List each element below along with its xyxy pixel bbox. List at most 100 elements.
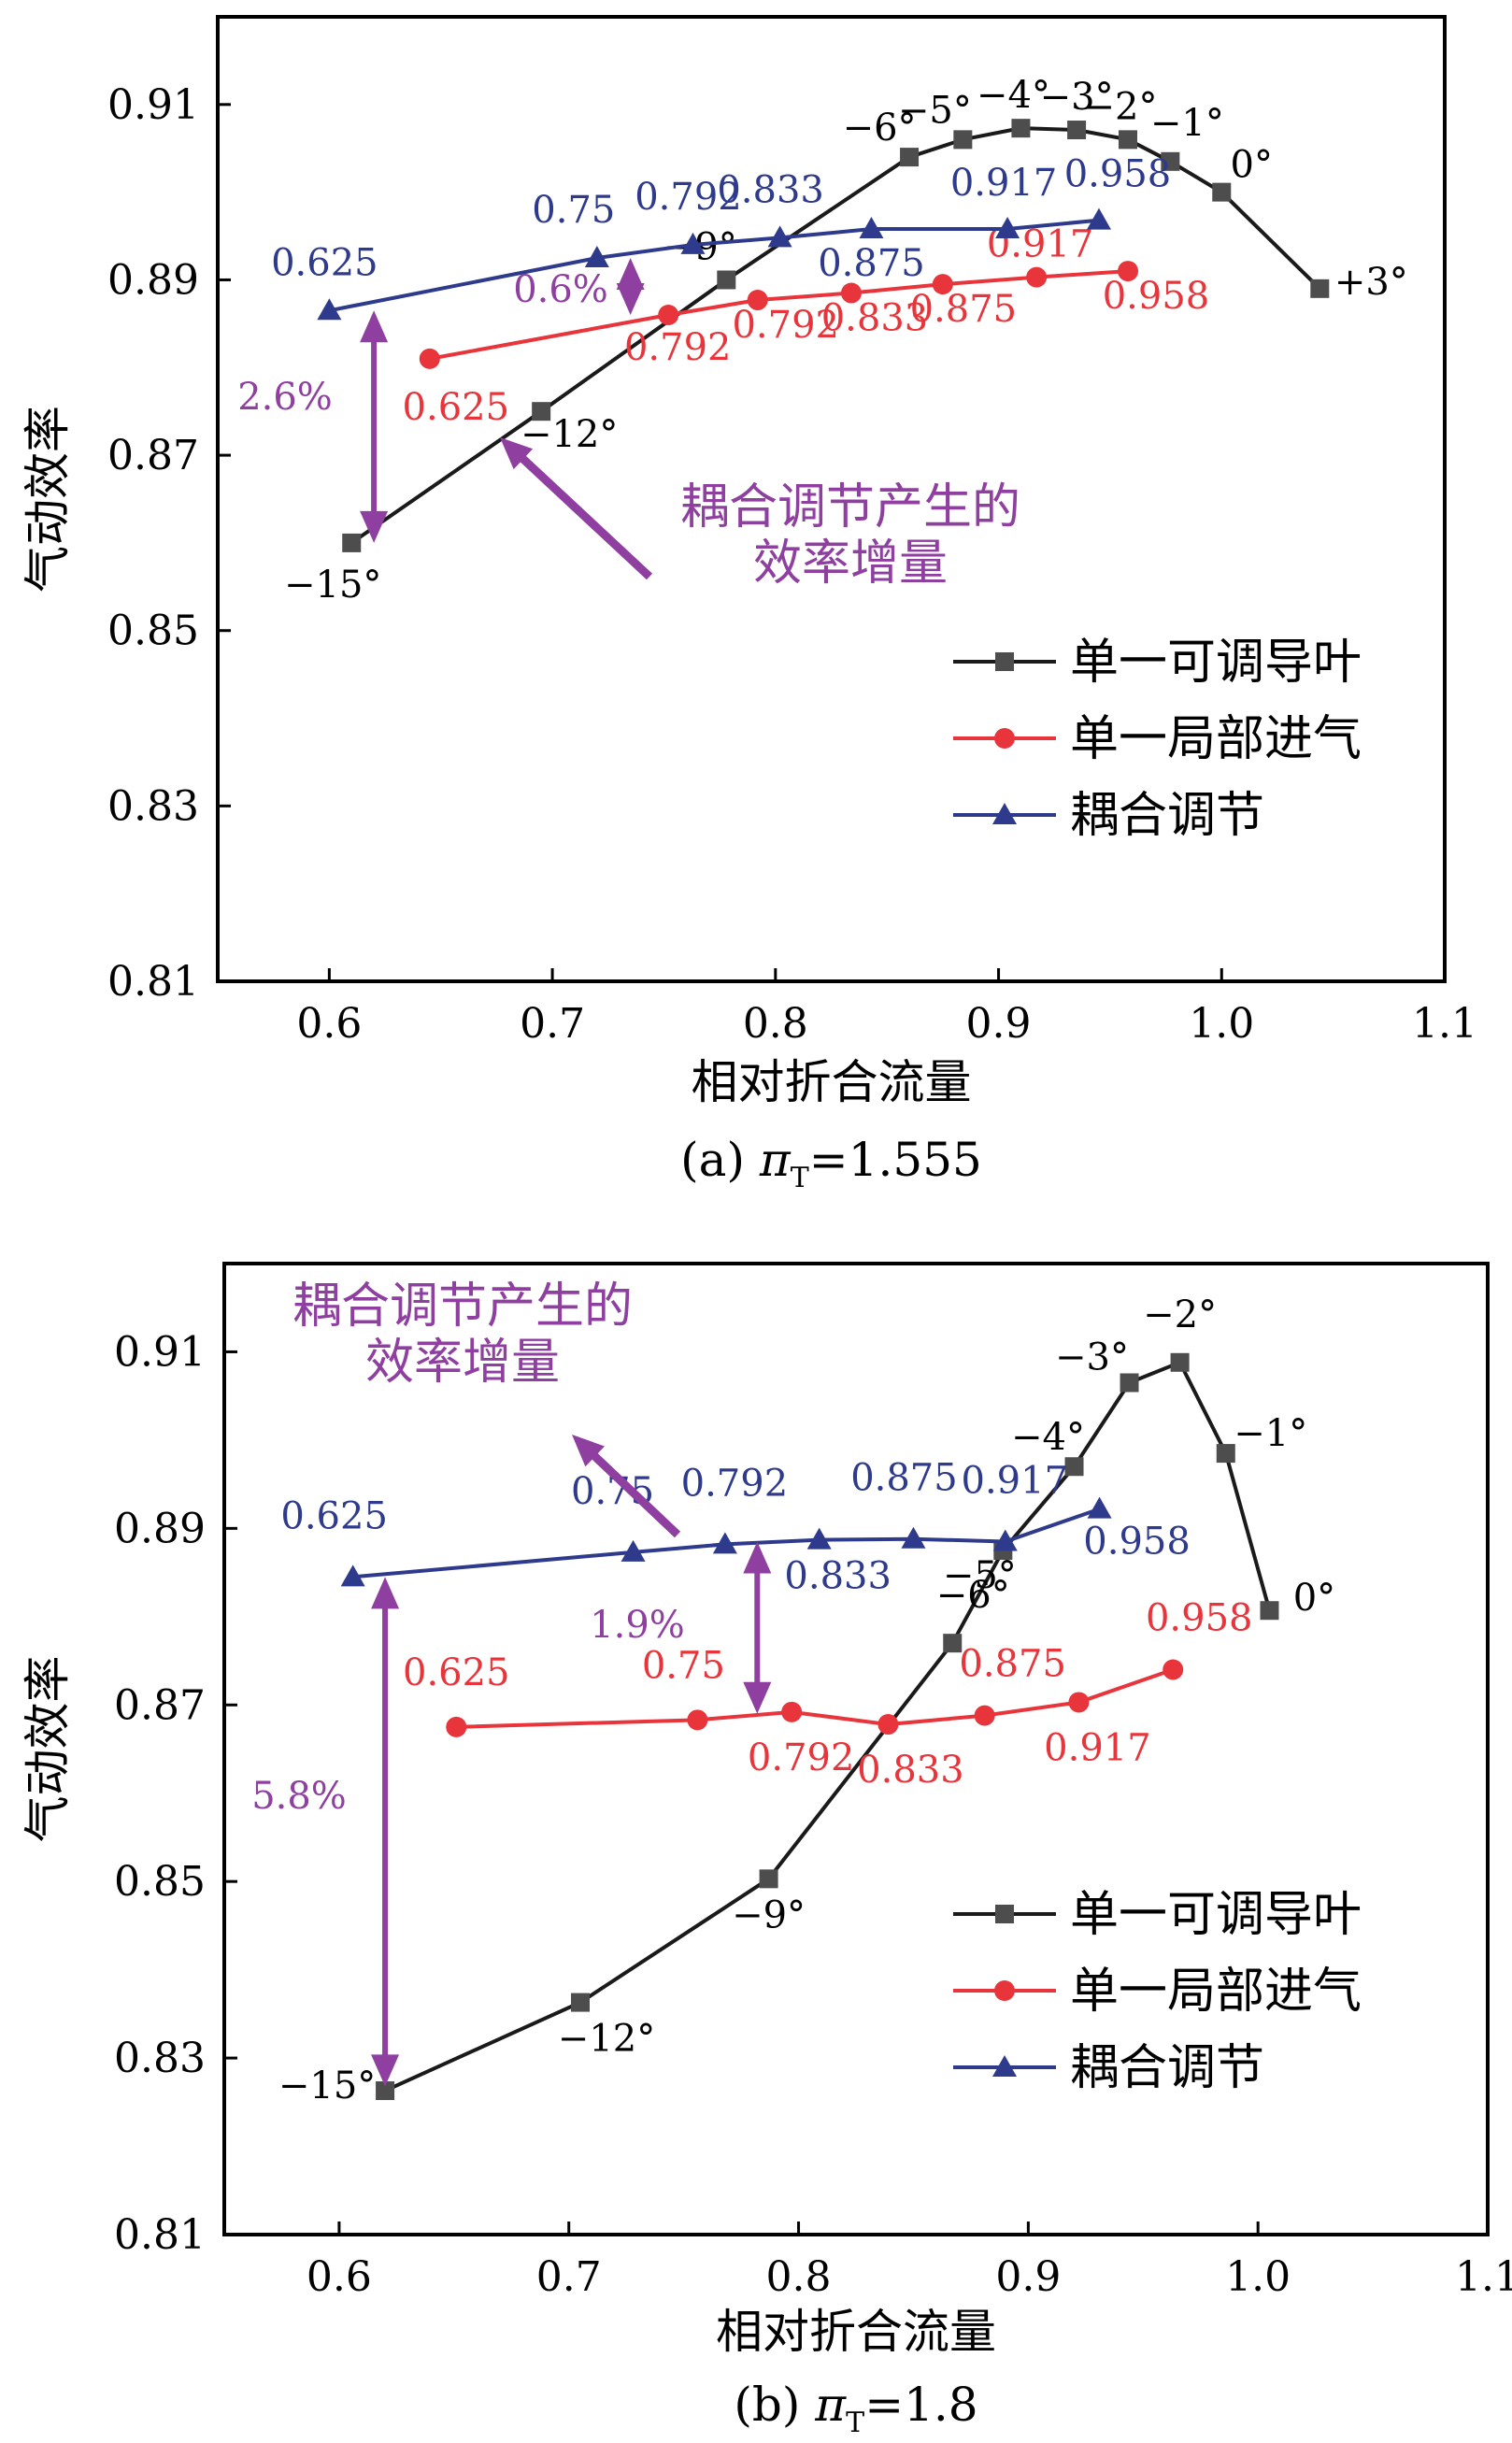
black-data-point [1011,119,1031,138]
black-point-label: −15° [278,2064,376,2107]
x-tick-label: 0.6 [307,2253,372,2301]
black-data-point [342,533,362,552]
blue-data-point [712,1532,737,1554]
legend-marker-red [994,1980,1015,2001]
y-tick-label: 0.91 [107,81,199,129]
x-tick-label: 0.7 [520,1000,585,1048]
y-tick-label: 0.89 [107,256,199,304]
black-data-point [1216,1444,1235,1464]
x-tick-label: 1.0 [1225,2253,1291,2301]
black-data-point [1260,1601,1279,1621]
gain-annotation-line1: 耦合调节产生的 [292,1279,633,1335]
legend-label-blue: 耦合调节 [1070,788,1264,844]
red-data-point [877,1714,899,1736]
y-tick-label: 0.81 [114,2211,206,2259]
black-point-label: −12° [521,413,618,456]
red-point-label: 0.792 [732,304,839,347]
blue-point-label: 0.875 [850,1457,958,1500]
x-axis-title: 相对折合流量 [716,2305,996,2359]
y-tick-label: 0.83 [107,782,199,830]
black-data-point [1119,130,1138,150]
caption-pi: π [759,1133,792,1187]
black-data-point [900,148,920,167]
y-axis-title: 气动效率 [21,1656,75,1843]
gain-arrow-head [572,1435,606,1467]
caption-value: =1.555 [809,1133,982,1187]
black-data-point [1067,121,1087,140]
red-data-point [747,290,768,311]
blue-data-point [1086,207,1111,230]
plot-frame [222,1262,1490,2236]
y-tick-label: 0.87 [114,1681,206,1729]
black-data-point [1170,1352,1190,1372]
chart-panel-b: 0.6 0.7 0.8 0.9 1.0 1.1 0.81 0.83 0.85 0.87 0.89 0.… [21,1262,1512,2439]
red-data-point [658,304,679,325]
black-data-point [759,1869,778,1889]
x-axis-title: 相对折合流量 [692,1055,972,1109]
blue-data-point [317,298,342,321]
black-point-label: −15° [284,564,381,607]
gap-large-label: 5.8% [251,1775,347,1818]
panel-caption: (b) πT=1.8 [734,2378,977,2439]
x-tick-label: 0.9 [995,2253,1061,2301]
panel-caption: (a) πT=1.555 [680,1133,982,1194]
blue-point-label: 0.625 [271,241,378,284]
y-tick-label: 0.81 [107,958,199,1006]
red-point-label: 0.625 [403,1651,510,1694]
legend-marker-black [995,1905,1014,1923]
blue-data-point [995,217,1020,239]
black-point-label: −3° [1040,76,1114,119]
black-data-point [1161,151,1180,171]
red-data-point [419,348,440,369]
red-point-label: 0.792 [624,326,732,369]
y-axis-title: 气动效率 [21,406,75,593]
red-data-point [446,1716,467,1737]
red-data-point [1068,1692,1090,1713]
caption-prefix: (b) [734,2378,815,2432]
gap-small-arrow-head-top [743,1541,772,1574]
black-point-label: −4° [1011,1416,1085,1459]
black-point-label: −12° [558,2018,655,2061]
gain-arrow-shaft [582,1444,681,1538]
gain-annotation-line1: 耦合调节产生的 [680,479,1020,536]
red-data-point [1163,1659,1184,1680]
legend-marker-blue [992,2055,1017,2077]
red-data-point [687,1709,708,1731]
legend-label-red: 单一局部进气 [1070,1964,1362,2020]
gap-large-label: 2.6% [237,376,333,419]
red-point-label: 0.875 [959,1643,1066,1686]
black-point-label: −6° [936,1574,1010,1617]
x-tick-label: 0.8 [743,1000,808,1048]
black-data-point [532,402,551,421]
gap-small-label: 0.6% [513,268,608,311]
blue-data-point [620,1539,646,1562]
y-tick-label: 0.91 [114,1328,206,1376]
red-point-label: 0.917 [1044,1726,1151,1769]
blue-data-point [340,1564,365,1587]
legend-label-red: 单一局部进气 [1070,711,1362,767]
gap-small-label: 1.9% [590,1604,685,1647]
red-point-label: 0.833 [857,1749,964,1792]
red-point-label: 0.75 [642,1644,725,1687]
x-tick-label: 0.9 [966,1000,1032,1048]
legend-marker-blue [992,803,1017,824]
black-data-point [1310,279,1330,298]
black-point-label: −2° [1084,85,1158,128]
blue-data-point [901,1526,926,1549]
black-data-point [1212,182,1232,202]
red-data-point [932,274,953,295]
gap-large-arrow-head-top [360,310,389,343]
red-data-point [1118,261,1139,282]
black-point-label: +3° [1334,261,1408,304]
y-tick-label: 0.85 [114,1858,206,1906]
blue-point-label: 0.625 [280,1494,388,1537]
caption-pi: π [814,2378,847,2432]
caption-value: =1.8 [864,2378,977,2432]
black-data-point [376,2081,395,2101]
blue-point-label: 0.917 [962,1460,1069,1503]
legend-marker-black [995,652,1014,671]
x-tick-label: 0.7 [536,2253,602,2301]
legend-label-blue: 耦合调节 [1070,2040,1264,2096]
red-data-point [840,282,862,304]
